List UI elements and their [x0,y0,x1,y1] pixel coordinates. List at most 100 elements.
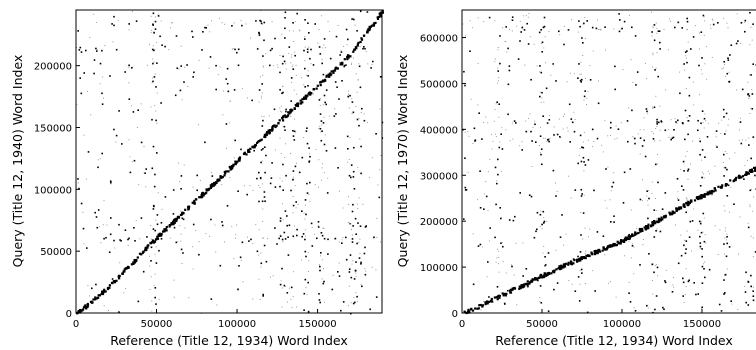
noise-point [477,245,480,247]
noise-point [686,29,688,31]
noise-point [198,241,200,243]
noise-point [723,293,725,295]
noise-point [724,116,726,118]
noise-point [583,131,585,133]
noise-point [205,27,207,29]
noise-point [131,161,133,163]
noise-point [672,284,674,286]
noise-point [183,81,185,83]
alignment-point [751,170,754,173]
noise-point [681,27,683,29]
noise-point [260,95,262,97]
noise-point [481,138,483,140]
noise-point [751,93,754,95]
noise-point [229,100,231,102]
alignment-point [187,208,190,211]
noise-point [505,272,507,274]
noise-point [683,170,685,172]
noise-point [326,192,329,194]
noise-point [348,204,350,205]
noise-point [725,130,727,132]
noise-point [79,77,81,79]
noise-point [704,113,706,115]
noise-point [647,217,649,220]
noise-point [296,93,298,95]
alignment-point [528,281,532,284]
noise-point [332,274,334,276]
alignment-point [133,260,136,263]
noise-point [689,120,691,122]
noise-point [258,200,260,203]
noise-point [301,156,304,159]
noise-point [726,268,728,270]
noise-point [269,182,272,185]
noise-point [87,151,90,153]
noise-point [281,203,283,205]
noise-point [497,80,499,82]
noise-point [351,63,352,65]
noise-point [151,48,154,51]
alignment-point [221,175,224,179]
noise-point [543,245,545,247]
noise-point [542,137,544,139]
noise-point [690,48,692,50]
noise-point [262,295,264,297]
noise-point [525,268,528,270]
noise-point [480,309,482,311]
noise-point [631,26,633,29]
noise-point [334,238,335,240]
noise-point [357,203,359,205]
noise-point [249,185,251,187]
noise-point [702,231,704,233]
noise-point [93,59,96,61]
noise-point [624,255,625,257]
alignment-point [627,235,630,238]
noise-point [618,13,620,15]
noise-point [706,78,708,80]
noise-point [702,121,704,123]
noise-point [627,140,629,143]
alignment-point [647,225,650,228]
noise-point [687,178,689,180]
noise-point [337,25,339,26]
noise-point [288,224,291,227]
noise-point [201,49,203,51]
alignment-point [247,148,250,151]
noise-point [345,236,347,239]
noise-point [261,160,263,162]
noise-point [196,174,198,177]
noise-point [209,236,211,237]
noise-point [180,175,183,177]
noise-point [497,49,499,51]
alignment-point [607,245,610,248]
noise-point [711,194,713,196]
noise-point [740,22,743,24]
noise-point [520,31,522,33]
noise-point [233,157,235,159]
noise-point [113,24,115,27]
noise-point [534,123,536,126]
noise-point [115,48,118,51]
noise-point [677,119,679,122]
noise-point [541,41,544,44]
noise-point [529,36,531,38]
noise-point [170,225,172,227]
alignment-point [360,37,363,40]
noise-point [582,156,585,159]
noise-point [282,189,284,191]
noise-point [301,77,302,79]
noise-point [365,270,367,272]
noise-point [321,259,323,261]
noise-point [536,65,538,67]
noise-point [339,54,341,56]
noise-point [314,184,316,186]
noise-point [604,119,606,121]
alignment-point [206,189,209,192]
noise-point [701,308,702,310]
noise-point [294,225,295,227]
chart-left-plot-frame [75,9,383,314]
noise-point [519,192,521,194]
noise-point [687,170,689,172]
alignment-point [283,114,286,117]
noise-point [338,262,340,264]
